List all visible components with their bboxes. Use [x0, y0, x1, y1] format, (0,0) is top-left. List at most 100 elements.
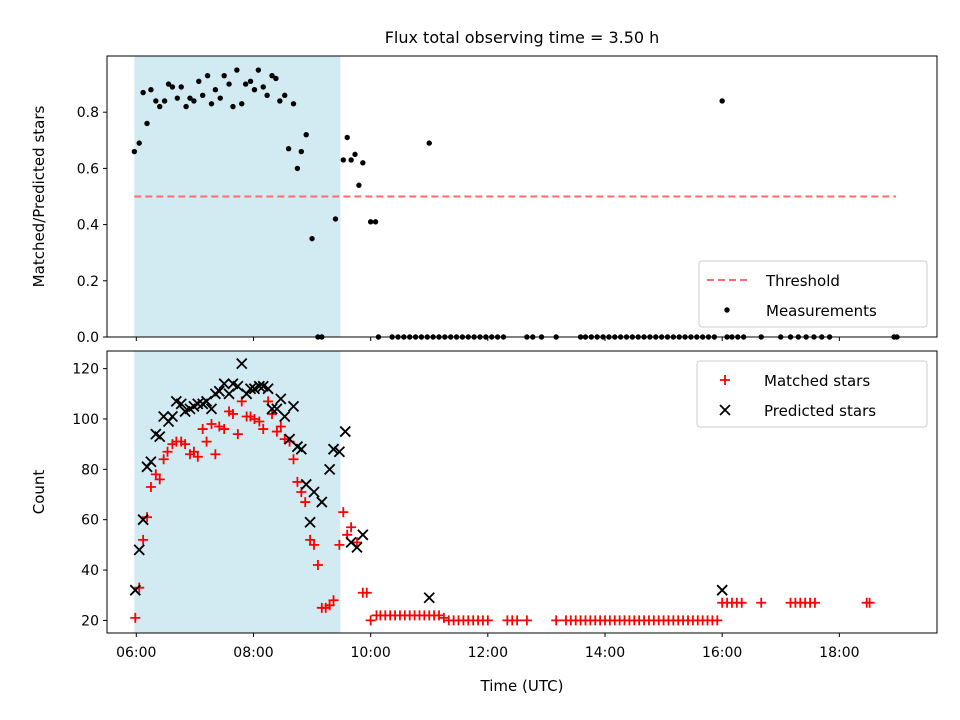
predicted-stars-point: [287, 400, 300, 413]
predicted-stars-point: [154, 430, 166, 443]
matched-stars-point: [309, 539, 320, 550]
legend-label: Predicted stars: [764, 402, 876, 420]
measurement-point: [356, 182, 362, 188]
measurement-point: [282, 92, 288, 99]
predicted-stars-point: [275, 393, 287, 405]
plot-frame: [106, 55, 938, 338]
measurement-point: [136, 140, 142, 146]
legend-box: [696, 360, 928, 428]
matched-stars-point: [150, 469, 161, 480]
matched-stars-point: [756, 597, 767, 608]
y-tick-label: 0.2: [77, 274, 99, 290]
predicted-stars-point: [323, 463, 336, 475]
matched-stars-point: [312, 560, 323, 571]
matched-stars-point: [338, 507, 349, 518]
matched-stars-point: [334, 539, 345, 550]
measurement-point: [303, 131, 309, 138]
legend: Matched stars Predicted stars: [696, 360, 928, 428]
predicted-stars-point: [175, 398, 187, 410]
predicted-stars-point: [253, 380, 265, 392]
predicted-stars-point: [145, 456, 157, 468]
matched-stars-point: [434, 610, 444, 621]
matched-stars-point: [180, 439, 191, 450]
matched-stars-point: [188, 446, 199, 457]
measurement-point: [187, 95, 193, 101]
matched-stars-point: [275, 421, 286, 432]
matched-stars-point: [346, 522, 357, 533]
predicted-stars-point: [316, 496, 328, 508]
measurement-point: [140, 89, 146, 96]
y-tick-label: 120: [72, 362, 99, 378]
measurement-point: [247, 78, 254, 84]
measurement-point: [217, 95, 223, 101]
measurement-point: [242, 81, 249, 87]
x-tick-label: 14:00: [585, 645, 625, 661]
measurement-point: [348, 157, 354, 163]
matched-stars-point: [158, 454, 169, 465]
measurement-point: [212, 87, 219, 93]
measurement-point: [352, 151, 358, 158]
y-tick-label: 80: [81, 462, 99, 478]
y-axis-label: Count: [30, 470, 48, 515]
series-matched-stars: [130, 396, 875, 626]
matched-stars-point: [145, 481, 156, 492]
measurement-point: [260, 84, 266, 90]
measurement-point: [273, 75, 279, 82]
predicted-stars-point: [357, 529, 369, 541]
measurement-point: [255, 67, 262, 73]
matched-stars-point: [162, 446, 173, 457]
matched-stars-point: [361, 587, 372, 598]
legend-box: [698, 260, 928, 328]
legend-label: Threshold: [765, 272, 840, 290]
measurement-point: [290, 101, 297, 107]
legend-label: Measurements: [766, 302, 877, 320]
predicted-stars-point: [166, 410, 179, 423]
measurement-point: [174, 95, 181, 101]
measurement-point: [204, 72, 211, 79]
matched-stars-point: [521, 615, 532, 626]
measurement-point: [165, 81, 172, 87]
measurement-point: [719, 98, 725, 104]
y-tick-label: 40: [81, 563, 99, 579]
measurement-point: [360, 160, 366, 166]
legend-predicted-swatch: [719, 404, 731, 416]
y-tick-label: 60: [81, 513, 99, 529]
y-tick-label: 0.8: [77, 105, 99, 121]
predicted-stars-point: [133, 544, 145, 556]
measurement-point: [148, 87, 154, 93]
predicted-stars-point: [351, 541, 363, 554]
count-panel: 20 40 60 80 100 120 06:00 08:00 10:00 12:00 14:00 1…: [30, 350, 938, 695]
measurement-point: [294, 165, 301, 172]
measurement-point: [196, 78, 202, 84]
measurement-point: [367, 219, 374, 225]
predicted-stars-point: [244, 383, 257, 395]
y-tick-label: 100: [72, 412, 99, 428]
matched-stars-point: [305, 534, 316, 545]
predicted-stars-point: [236, 357, 248, 370]
matched-stars-point: [130, 612, 141, 623]
predicted-stars-point: [423, 592, 435, 604]
x-axis-label: Time (UTC): [480, 677, 564, 695]
measurement-point: [230, 103, 236, 110]
matched-stars-point: [138, 534, 149, 545]
matched-stars-point: [192, 451, 203, 462]
plot-frame: [106, 350, 938, 634]
matched-stars-point: [232, 429, 243, 440]
matched-stars-point: [300, 497, 311, 508]
matched-stars-point: [292, 476, 303, 487]
measurement-point: [178, 84, 184, 90]
matched-stars-point: [206, 419, 217, 430]
x-tick-label: 06:00: [116, 645, 156, 661]
predicted-stars-point: [716, 584, 728, 596]
measurement-point: [269, 72, 275, 79]
measurement-point: [169, 84, 176, 90]
matched-stars-point: [201, 436, 212, 447]
matched-stars-point: [351, 537, 362, 548]
matched-stars-point: [328, 595, 339, 606]
measurement-point: [199, 92, 206, 99]
y-tick-label: 0.0: [77, 330, 99, 346]
legend-measurements-swatch: [724, 307, 730, 313]
measurement-point: [340, 157, 347, 163]
x-tick-label: 18:00: [819, 645, 859, 661]
